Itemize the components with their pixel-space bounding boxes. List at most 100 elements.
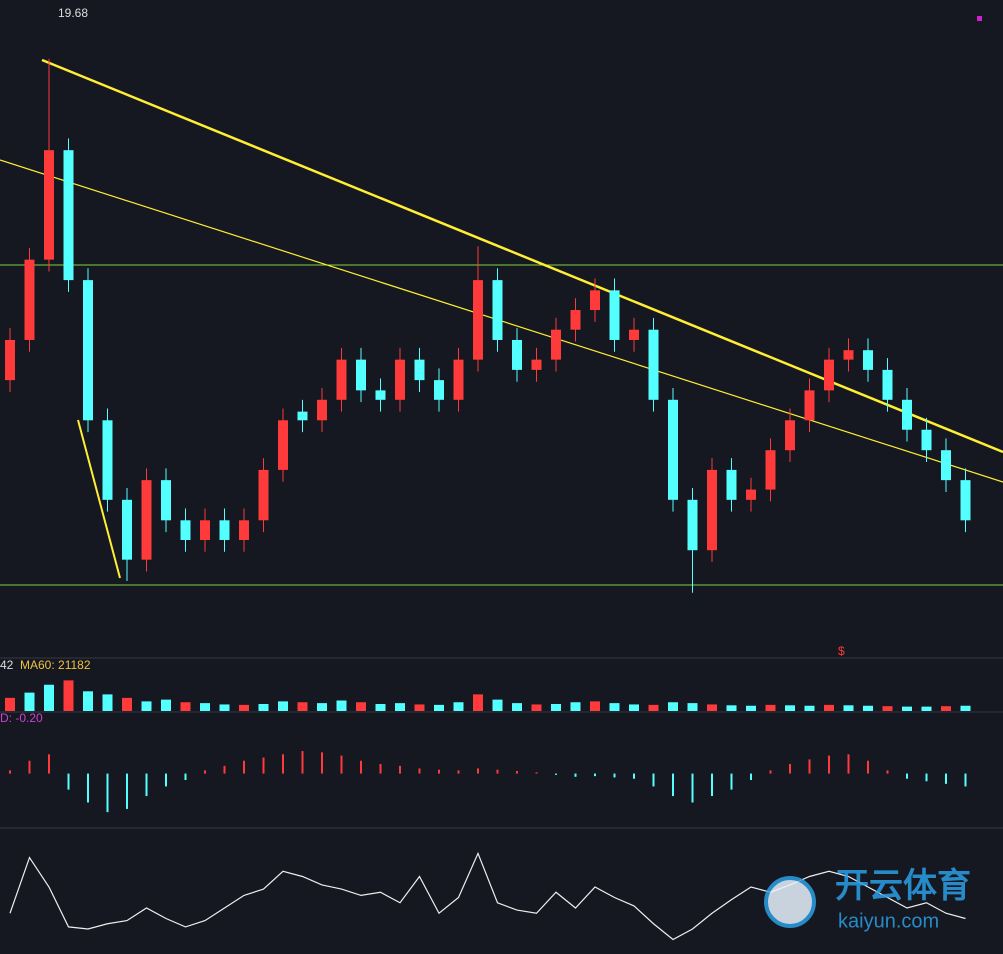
volume-bar [941, 706, 951, 711]
volume-bar [707, 704, 717, 711]
macd-bar [360, 760, 362, 774]
candle-body [921, 429, 932, 451]
candle-body [24, 259, 35, 340]
volume-bar [921, 706, 932, 711]
volume-bar [44, 684, 54, 711]
candle-body [83, 280, 93, 421]
volume-bar [882, 706, 893, 711]
candle-body [512, 339, 522, 370]
volume-bar [24, 692, 35, 711]
macd-bar [379, 763, 382, 774]
volume-bar [902, 706, 912, 711]
candle-body [317, 399, 327, 421]
candle-body [570, 310, 581, 330]
volume-bar [83, 691, 93, 711]
macd-bar [496, 769, 499, 774]
macd-bar [340, 755, 343, 774]
volume-bar [473, 694, 483, 711]
macd-bar [516, 771, 518, 774]
volume-bar [395, 703, 405, 711]
volume-bar [180, 702, 191, 711]
volume-bar [551, 704, 561, 711]
watermark-brand: 开云体育 [835, 867, 971, 905]
trend-line [77, 419, 121, 579]
volume-bar [161, 699, 171, 711]
volume-bar [141, 701, 152, 711]
volume-bar [122, 697, 132, 711]
volume-bar [336, 700, 347, 711]
macd-bar [789, 763, 791, 774]
candle-body [590, 290, 600, 311]
macd-bar [321, 752, 323, 774]
high-label: 19.68 [58, 6, 88, 20]
macd-bar [106, 773, 109, 813]
volume-bar [590, 701, 600, 711]
candle-body [102, 420, 113, 500]
volume-bar [63, 680, 74, 711]
volume-bar [726, 705, 737, 711]
macd-title: D: -0.20 [0, 711, 43, 725]
candle-body [707, 469, 717, 551]
watermark-logo [764, 876, 816, 928]
candle-body [473, 280, 483, 360]
watermark: 开云体育 kaiyun.com [764, 867, 971, 932]
candle-body [414, 359, 425, 381]
volume-bar [765, 704, 776, 711]
trend-line [41, 58, 1003, 454]
volume-bar [434, 704, 444, 711]
macd-bar [477, 768, 479, 774]
macd-bar [964, 773, 967, 787]
candle-body [375, 390, 386, 400]
candle-body [453, 359, 464, 400]
candle-body [629, 329, 639, 340]
volume-bar [5, 697, 15, 711]
candle-body [258, 469, 269, 521]
macd-bar [925, 773, 928, 782]
candle-body [726, 469, 737, 500]
volume-bar [843, 705, 854, 711]
macd-bar [28, 760, 31, 774]
candle-body [239, 520, 249, 540]
macd-bar [945, 773, 947, 784]
volume-bar [746, 705, 756, 711]
volume-bar [531, 704, 542, 711]
volume-bar [317, 703, 327, 711]
macd-bar [145, 773, 148, 797]
candle-body [336, 359, 347, 400]
candle-body [804, 390, 815, 421]
macd-bar [9, 770, 11, 774]
macd-bar [48, 754, 50, 774]
candle-body [161, 480, 171, 521]
volume-bar [219, 704, 230, 711]
volume-bar [570, 702, 581, 711]
volume-bar [804, 705, 815, 711]
candle-body [63, 150, 74, 281]
volume-bar [453, 702, 464, 711]
volume-bar [648, 704, 659, 711]
volume-bar [278, 701, 288, 711]
macd-bar [574, 773, 577, 777]
candle-body [297, 411, 308, 421]
oscillator-line [9, 851, 966, 941]
macd-bar [750, 773, 752, 780]
macd-bar [691, 773, 694, 803]
macd-bar [847, 754, 850, 774]
candle-body [609, 290, 620, 340]
macd-bar [262, 757, 265, 774]
candle-body [492, 280, 503, 340]
macd-bar [243, 760, 245, 774]
macd-bar [204, 770, 206, 774]
candle-body [824, 359, 834, 391]
candle-body [941, 450, 951, 481]
candle-body [200, 520, 210, 540]
volume-prefix: 42 [0, 658, 14, 672]
candle-body [960, 480, 971, 521]
candle-body [843, 350, 854, 360]
macd-bar [184, 773, 187, 780]
volume-bar [863, 705, 873, 711]
candle-body [278, 420, 288, 470]
volume-bar [239, 704, 249, 711]
candle-body [356, 359, 366, 391]
